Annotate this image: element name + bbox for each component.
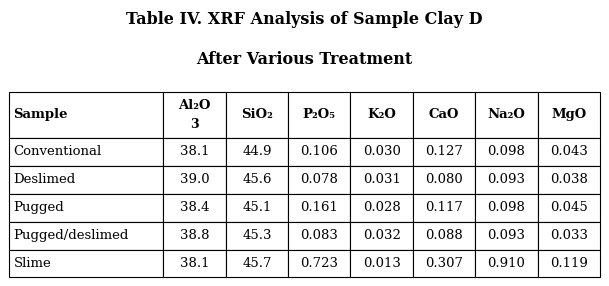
Text: 0.032: 0.032 bbox=[363, 229, 401, 242]
Text: 0.088: 0.088 bbox=[425, 229, 463, 242]
Bar bbox=[226, 222, 288, 249]
Text: Al₂O: Al₂O bbox=[178, 99, 211, 112]
Bar bbox=[9, 194, 163, 222]
Bar bbox=[413, 92, 475, 138]
Text: 3: 3 bbox=[190, 118, 199, 130]
Text: 0.031: 0.031 bbox=[363, 173, 401, 186]
Bar bbox=[350, 194, 413, 222]
Text: 45.6: 45.6 bbox=[242, 173, 272, 186]
Text: 0.083: 0.083 bbox=[300, 229, 338, 242]
Text: Deslimed: Deslimed bbox=[13, 173, 76, 186]
Bar bbox=[163, 92, 226, 138]
Text: 0.043: 0.043 bbox=[550, 146, 588, 158]
Text: SiO₂: SiO₂ bbox=[241, 108, 273, 121]
Text: 0.117: 0.117 bbox=[425, 201, 463, 214]
Bar bbox=[288, 249, 350, 277]
Text: 0.093: 0.093 bbox=[487, 229, 526, 242]
Text: 38.4: 38.4 bbox=[180, 201, 209, 214]
Text: 0.030: 0.030 bbox=[363, 146, 401, 158]
Text: 38.1: 38.1 bbox=[180, 257, 209, 270]
Bar bbox=[475, 138, 538, 166]
Bar bbox=[538, 249, 600, 277]
Bar bbox=[475, 249, 538, 277]
Text: P₂O₅: P₂O₅ bbox=[303, 108, 336, 121]
Text: Na₂O: Na₂O bbox=[487, 108, 526, 121]
Text: 0.119: 0.119 bbox=[550, 257, 588, 270]
Text: 45.3: 45.3 bbox=[242, 229, 272, 242]
Text: Sample: Sample bbox=[13, 108, 68, 121]
Bar bbox=[9, 138, 163, 166]
Text: 44.9: 44.9 bbox=[242, 146, 272, 158]
Text: 0.028: 0.028 bbox=[363, 201, 401, 214]
Text: 0.093: 0.093 bbox=[487, 173, 526, 186]
Text: CaO: CaO bbox=[429, 108, 459, 121]
Bar bbox=[288, 194, 350, 222]
Bar bbox=[350, 249, 413, 277]
Text: 45.7: 45.7 bbox=[242, 257, 272, 270]
Bar bbox=[226, 92, 288, 138]
Text: 0.161: 0.161 bbox=[300, 201, 338, 214]
Bar bbox=[538, 166, 600, 194]
Text: 0.078: 0.078 bbox=[300, 173, 338, 186]
Bar bbox=[288, 166, 350, 194]
Bar bbox=[350, 138, 413, 166]
Bar bbox=[350, 92, 413, 138]
Bar bbox=[413, 222, 475, 249]
Text: 0.013: 0.013 bbox=[363, 257, 401, 270]
Bar bbox=[288, 138, 350, 166]
Text: After Various Treatment: After Various Treatment bbox=[196, 51, 413, 68]
Text: MgO: MgO bbox=[551, 108, 586, 121]
Text: 0.098: 0.098 bbox=[487, 201, 526, 214]
Text: 0.910: 0.910 bbox=[487, 257, 526, 270]
Bar bbox=[226, 138, 288, 166]
Bar bbox=[163, 222, 226, 249]
Text: 38.8: 38.8 bbox=[180, 229, 209, 242]
Text: Conventional: Conventional bbox=[13, 146, 102, 158]
Bar bbox=[350, 166, 413, 194]
Text: 0.038: 0.038 bbox=[550, 173, 588, 186]
Text: 0.723: 0.723 bbox=[300, 257, 338, 270]
Text: Slime: Slime bbox=[13, 257, 51, 270]
Text: 0.098: 0.098 bbox=[487, 146, 526, 158]
Bar bbox=[226, 166, 288, 194]
Bar bbox=[226, 194, 288, 222]
Bar bbox=[9, 92, 163, 138]
Bar bbox=[9, 249, 163, 277]
Text: 39.0: 39.0 bbox=[180, 173, 209, 186]
Text: 38.1: 38.1 bbox=[180, 146, 209, 158]
Bar bbox=[350, 222, 413, 249]
Text: 0.127: 0.127 bbox=[425, 146, 463, 158]
Bar bbox=[413, 194, 475, 222]
Bar bbox=[163, 249, 226, 277]
Text: Pugged/deslimed: Pugged/deslimed bbox=[13, 229, 128, 242]
Text: Table IV. XRF Analysis of Sample Clay D: Table IV. XRF Analysis of Sample Clay D bbox=[126, 11, 483, 28]
Bar bbox=[9, 222, 163, 249]
Text: 0.307: 0.307 bbox=[425, 257, 463, 270]
Bar bbox=[9, 166, 163, 194]
Bar bbox=[288, 92, 350, 138]
Bar bbox=[475, 222, 538, 249]
Text: 0.080: 0.080 bbox=[425, 173, 463, 186]
Bar bbox=[226, 249, 288, 277]
Bar bbox=[163, 166, 226, 194]
Text: 45.1: 45.1 bbox=[242, 201, 272, 214]
Bar bbox=[538, 138, 600, 166]
Bar bbox=[413, 166, 475, 194]
Text: K₂O: K₂O bbox=[367, 108, 396, 121]
Bar bbox=[475, 92, 538, 138]
Bar bbox=[163, 194, 226, 222]
Bar bbox=[475, 194, 538, 222]
Text: Pugged: Pugged bbox=[13, 201, 64, 214]
Text: 0.106: 0.106 bbox=[300, 146, 338, 158]
Bar bbox=[538, 194, 600, 222]
Bar bbox=[413, 138, 475, 166]
Bar bbox=[163, 138, 226, 166]
Bar bbox=[538, 222, 600, 249]
Text: 0.045: 0.045 bbox=[550, 201, 588, 214]
Bar bbox=[538, 92, 600, 138]
Text: 0.033: 0.033 bbox=[550, 229, 588, 242]
Bar bbox=[288, 222, 350, 249]
Bar bbox=[475, 166, 538, 194]
Bar bbox=[413, 249, 475, 277]
